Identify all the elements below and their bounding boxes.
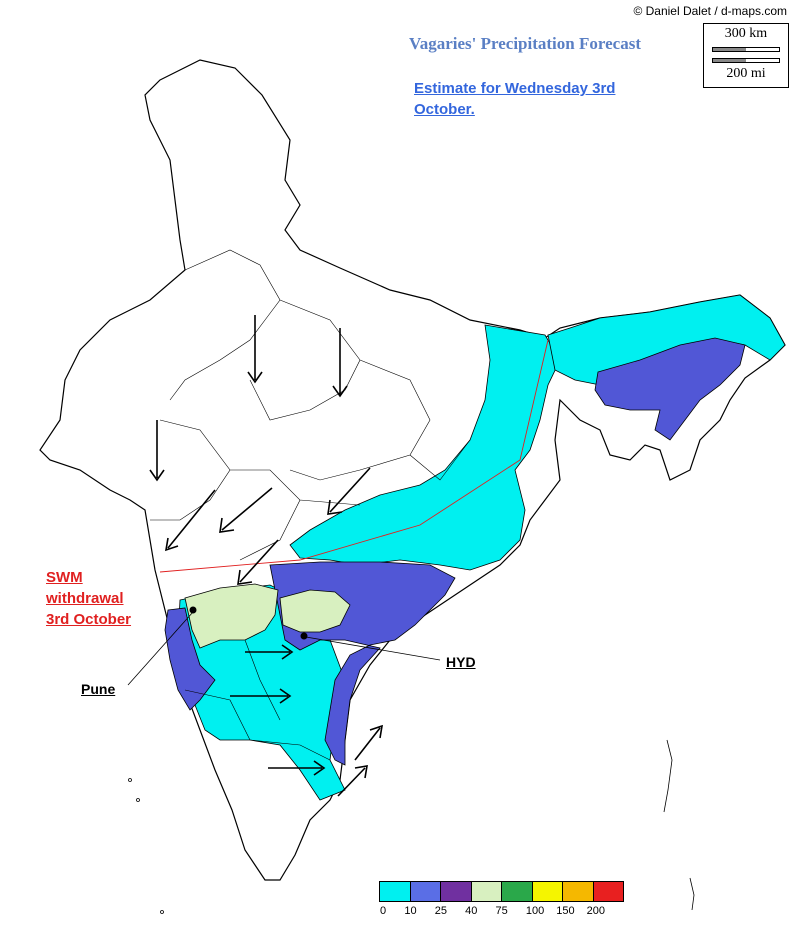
legend-swatch — [532, 882, 563, 901]
scale-bar: 300 km 200 mi — [703, 23, 789, 88]
hyd-leader — [305, 636, 441, 661]
hyd-marker — [300, 632, 308, 640]
arrow-2 — [332, 328, 348, 398]
map-credit: © Daniel Dalet / d-maps.com — [633, 4, 787, 18]
arrow-3 — [149, 420, 165, 482]
legend-swatches — [379, 881, 624, 902]
wind-arrows — [149, 315, 384, 797]
scale-mi-label: 200 mi — [726, 66, 766, 81]
legend-swatch — [471, 882, 502, 901]
pune-marker — [189, 606, 197, 614]
arrow-8 — [245, 644, 294, 660]
hyd-label: HYD — [446, 654, 476, 670]
precipitation-legend: 0 10 25 40 75 100 150 200 — [379, 881, 629, 917]
legend-swatch — [380, 882, 411, 901]
legend-tick-label: 75 — [495, 905, 508, 917]
scale-km-bar — [712, 47, 780, 52]
swm-withdrawal-label: SWM withdrawal 3rd October — [46, 567, 131, 630]
swm-line-3: 3rd October — [46, 611, 132, 628]
scale-km-label: 300 km — [724, 26, 768, 41]
legend-tick-label: 25 — [434, 905, 447, 917]
rain-zone-blue-west — [164, 607, 216, 711]
legend-swatch — [441, 882, 472, 901]
swm-line-1: SWM — [46, 569, 83, 586]
legend-tick-label: 200 — [586, 905, 605, 917]
swm-withdrawal-line — [159, 339, 549, 573]
arrow-7 — [237, 539, 279, 585]
rain-zone-green-west — [184, 583, 279, 649]
arrow-6 — [327, 467, 371, 515]
arrow-9 — [230, 688, 292, 704]
scale-mi-bar — [712, 58, 780, 63]
legend-swatch — [502, 882, 533, 901]
arrow-5 — [219, 487, 273, 533]
pune-label: Pune — [81, 681, 116, 697]
legend-tick-label: 150 — [556, 905, 575, 917]
legend-swatch — [410, 882, 441, 901]
arrow-11 — [354, 724, 384, 761]
legend-tick-label: 0 — [380, 905, 387, 917]
pune-leader — [127, 611, 194, 686]
arrow-10 — [268, 760, 326, 776]
forecast-date: Estimate for Wednesday 3rd October. — [414, 80, 616, 118]
legend-tick-label: 10 — [404, 905, 417, 917]
legend-tick-label: 100 — [525, 905, 545, 917]
arrow-12 — [337, 765, 368, 797]
rain-zone-blue-ne — [594, 337, 746, 441]
legend-swatch — [593, 882, 623, 901]
arrow-1 — [247, 315, 263, 384]
swm-line-2: withdrawal — [46, 590, 124, 607]
legend-swatch — [563, 882, 594, 901]
india-outline — [39, 59, 786, 881]
rain-zone-green-east — [279, 589, 351, 633]
map-title: Vagaries' Precipitation Forecast — [409, 34, 641, 53]
legend-tick-label: 40 — [465, 905, 478, 917]
islands — [128, 739, 695, 914]
arrow-4 — [164, 489, 216, 552]
legend-ticks: 0 10 25 40 75 100 150 200 — [379, 902, 629, 917]
